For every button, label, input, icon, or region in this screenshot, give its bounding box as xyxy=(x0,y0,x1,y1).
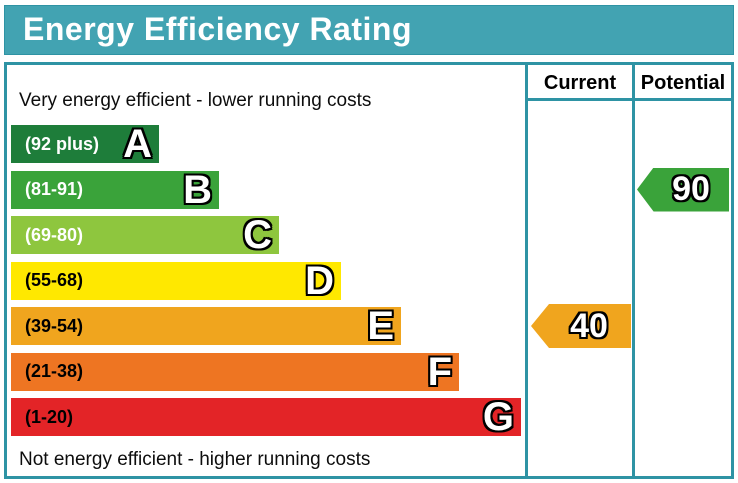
band-range-label: (21-38) xyxy=(25,361,84,381)
potential-rating-arrow: 90 xyxy=(637,167,729,212)
band-row-f: (21-38) F xyxy=(11,349,459,394)
band-range-label: (1-20) xyxy=(25,406,74,427)
potential-column-divider xyxy=(632,65,635,476)
band-row-a: (92 plus) A xyxy=(11,122,159,166)
potential-rating-value: 90 xyxy=(672,170,710,208)
band-row-c: (69-80) C xyxy=(11,213,279,257)
column-header-underline xyxy=(525,98,731,101)
band-range-label: (39-54) xyxy=(25,315,84,336)
band-letter: D xyxy=(305,258,334,303)
band-row-e: (39-54) E xyxy=(11,304,401,348)
band-row-b: (81-91) B xyxy=(11,167,219,212)
top-caption: Very energy efficient - lower running co… xyxy=(19,90,372,111)
band-letter: F xyxy=(427,349,452,394)
page-title: Energy Efficiency Rating xyxy=(4,5,734,55)
band-row-g: (1-20) G xyxy=(11,395,521,439)
potential-column-header: Potential xyxy=(640,72,726,94)
band-range-label: (92 plus) xyxy=(25,133,100,154)
band-row-d: (55-68) D xyxy=(11,258,341,303)
current-column-header: Current xyxy=(543,72,617,94)
band-range-label: (69-80) xyxy=(25,224,84,245)
band-letter: G xyxy=(482,395,514,439)
bottom-caption: Not energy efficient - higher running co… xyxy=(19,449,371,470)
current-column-divider xyxy=(525,65,528,476)
band-letter: E xyxy=(367,304,394,348)
current-rating-value: 40 xyxy=(570,306,608,345)
rating-chart-area: Current Potential Very energy efficient … xyxy=(4,62,734,479)
band-letter: A xyxy=(123,122,152,166)
band-letter: C xyxy=(243,213,272,257)
band-range-label: (81-91) xyxy=(25,179,84,199)
band-range-label: (55-68) xyxy=(25,270,84,290)
current-rating-arrow: 40 xyxy=(531,304,631,348)
band-letter: B xyxy=(183,167,212,212)
